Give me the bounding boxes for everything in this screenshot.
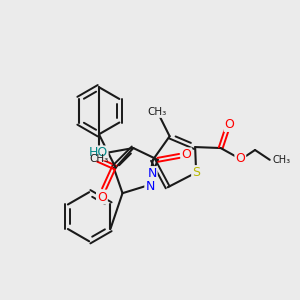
Text: CH₃: CH₃ (147, 107, 167, 117)
Text: N: N (147, 167, 157, 180)
Text: O: O (97, 190, 107, 204)
Text: HO: HO (88, 146, 108, 159)
Text: CH₃: CH₃ (89, 154, 109, 164)
Text: CH₃: CH₃ (273, 155, 291, 165)
Text: O: O (236, 152, 245, 165)
Text: N: N (145, 180, 155, 193)
Text: S: S (192, 166, 200, 179)
Text: O: O (225, 118, 234, 131)
Text: O: O (182, 148, 191, 161)
